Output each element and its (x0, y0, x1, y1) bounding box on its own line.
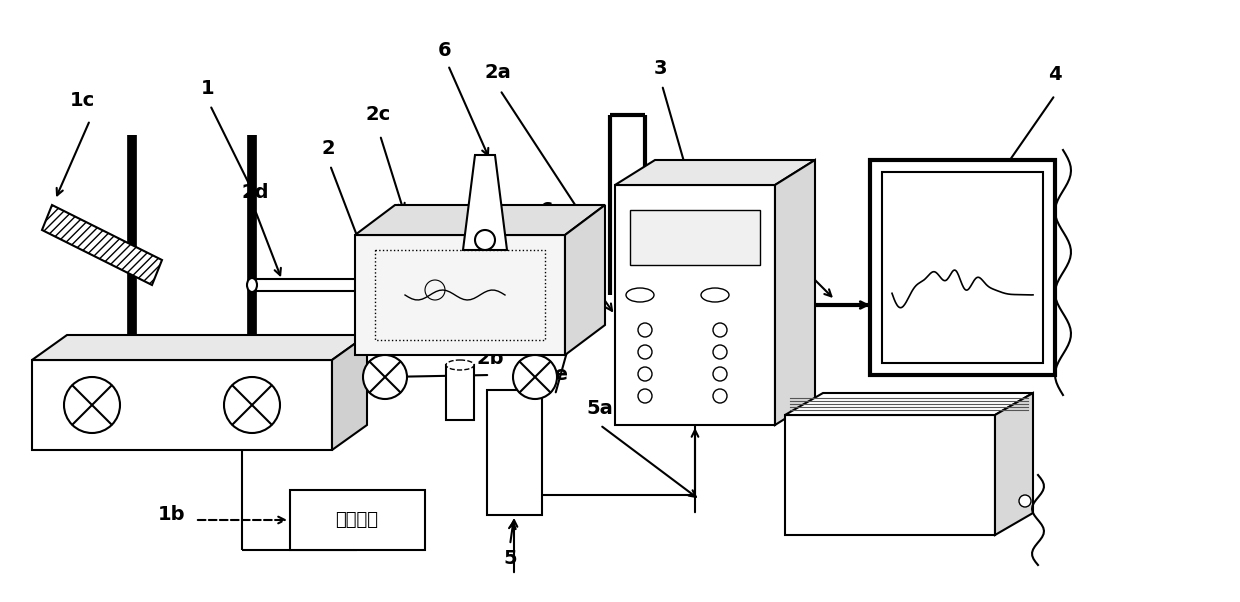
Bar (630, 210, 760, 265)
Text: 4: 4 (1048, 66, 1061, 84)
Ellipse shape (446, 360, 474, 370)
Text: 2d: 2d (242, 184, 269, 202)
Text: 3: 3 (653, 58, 667, 78)
Text: 5a: 5a (587, 399, 614, 418)
Text: 6: 6 (438, 40, 451, 60)
Polygon shape (463, 155, 507, 250)
Text: 2b: 2b (476, 349, 503, 367)
Polygon shape (785, 393, 1033, 415)
Circle shape (1019, 495, 1030, 507)
Polygon shape (42, 205, 162, 285)
Circle shape (713, 367, 727, 381)
Text: 控制模块: 控制模块 (336, 511, 378, 529)
Text: 2c: 2c (366, 105, 391, 125)
Polygon shape (994, 393, 1033, 535)
Text: 8: 8 (790, 473, 804, 491)
Circle shape (639, 367, 652, 381)
Polygon shape (355, 205, 605, 235)
Circle shape (713, 389, 727, 403)
Ellipse shape (701, 288, 729, 302)
Text: 2e: 2e (542, 365, 568, 385)
Circle shape (639, 345, 652, 359)
Ellipse shape (247, 278, 257, 292)
Polygon shape (332, 335, 367, 450)
Text: 2a: 2a (485, 63, 511, 81)
Circle shape (363, 355, 407, 399)
Text: 6a: 6a (539, 200, 567, 220)
Bar (446, 365, 474, 420)
Text: 1c: 1c (69, 90, 94, 110)
Circle shape (513, 355, 557, 399)
Text: 5: 5 (503, 548, 517, 568)
Polygon shape (615, 185, 775, 425)
Ellipse shape (626, 288, 653, 302)
Circle shape (475, 230, 495, 250)
Text: 1b: 1b (159, 506, 186, 524)
Polygon shape (565, 205, 605, 355)
Bar (870, 160, 1055, 375)
Circle shape (64, 377, 120, 433)
Polygon shape (775, 160, 815, 425)
Polygon shape (32, 335, 367, 360)
Bar (370, 368, 387, 392)
Bar (374, 250, 546, 340)
Circle shape (713, 345, 727, 359)
Text: 7: 7 (761, 208, 775, 228)
Circle shape (639, 323, 652, 337)
Polygon shape (32, 360, 332, 450)
Circle shape (713, 323, 727, 337)
Bar (882, 172, 1043, 363)
Polygon shape (785, 415, 994, 535)
Polygon shape (355, 235, 565, 355)
Bar (290, 490, 425, 550)
Text: 2: 2 (321, 138, 335, 158)
Bar (487, 390, 542, 515)
Circle shape (639, 389, 652, 403)
Circle shape (224, 377, 280, 433)
Ellipse shape (435, 278, 445, 292)
Polygon shape (615, 160, 815, 185)
Text: 1a: 1a (382, 364, 408, 382)
Text: 1: 1 (201, 78, 215, 98)
